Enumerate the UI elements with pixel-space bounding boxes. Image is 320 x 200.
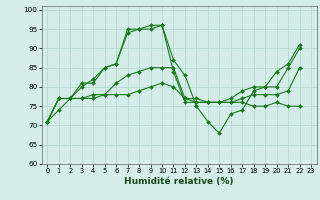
X-axis label: Humidité relative (%): Humidité relative (%)	[124, 177, 234, 186]
